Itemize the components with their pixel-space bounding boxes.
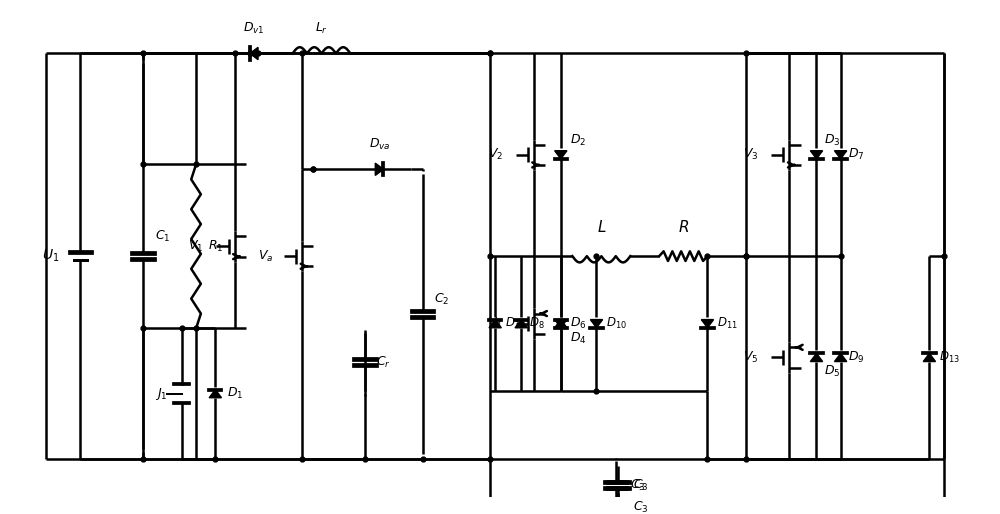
- Text: $D_{13}$: $D_{13}$: [939, 350, 960, 365]
- Text: $J_1$: $J_1$: [155, 386, 167, 401]
- Text: $D_3$: $D_3$: [824, 133, 841, 148]
- Polygon shape: [810, 353, 823, 361]
- Polygon shape: [489, 320, 501, 328]
- Polygon shape: [810, 151, 823, 159]
- Text: $D_8$: $D_8$: [529, 316, 545, 331]
- Polygon shape: [923, 353, 936, 361]
- Text: $V_4$: $V_4$: [487, 316, 503, 331]
- Text: $C_3$: $C_3$: [630, 478, 646, 493]
- Text: $V_2$: $V_2$: [488, 148, 503, 162]
- Polygon shape: [555, 151, 567, 159]
- Text: $D_{10}$: $D_{10}$: [606, 316, 627, 331]
- Text: $D_7$: $D_7$: [848, 148, 865, 162]
- Polygon shape: [590, 320, 603, 328]
- Text: $V_5$: $V_5$: [743, 350, 759, 365]
- Text: $C_3$: $C_3$: [633, 500, 648, 514]
- Polygon shape: [209, 390, 221, 398]
- Text: $D_9$: $D_9$: [848, 350, 865, 365]
- Text: $R_1$: $R_1$: [208, 239, 223, 254]
- Text: $D_{v1}$: $D_{v1}$: [243, 21, 265, 36]
- Text: $L_r$: $L_r$: [315, 21, 328, 36]
- Text: $D_1$: $D_1$: [227, 386, 243, 401]
- Polygon shape: [555, 320, 567, 328]
- Text: $D_2$: $D_2$: [570, 133, 587, 148]
- Text: $C_r$: $C_r$: [376, 355, 391, 370]
- Text: $D_4$: $D_4$: [570, 331, 587, 346]
- Polygon shape: [834, 151, 847, 159]
- Text: $L$: $L$: [597, 219, 606, 235]
- Text: $C_3$: $C_3$: [633, 478, 648, 493]
- Text: $U_1$: $U_1$: [42, 248, 59, 264]
- Text: $D_6$: $D_6$: [570, 316, 587, 331]
- Text: $V_1$: $V_1$: [188, 239, 204, 254]
- Text: $D_{12}$: $D_{12}$: [505, 316, 526, 331]
- Text: $D_5$: $D_5$: [824, 364, 841, 379]
- Polygon shape: [701, 320, 714, 328]
- Text: $V_a$: $V_a$: [258, 249, 273, 264]
- Text: $C_2$: $C_2$: [434, 292, 450, 307]
- Polygon shape: [375, 163, 383, 175]
- Text: $C_1$: $C_1$: [155, 229, 170, 244]
- Polygon shape: [834, 353, 847, 361]
- Text: $D_{11}$: $D_{11}$: [717, 316, 738, 331]
- Text: $V_3$: $V_3$: [743, 148, 759, 162]
- Polygon shape: [250, 47, 258, 60]
- Polygon shape: [515, 320, 527, 328]
- Polygon shape: [555, 320, 567, 328]
- Text: $R$: $R$: [678, 219, 689, 235]
- Text: $D_{va}$: $D_{va}$: [369, 137, 390, 152]
